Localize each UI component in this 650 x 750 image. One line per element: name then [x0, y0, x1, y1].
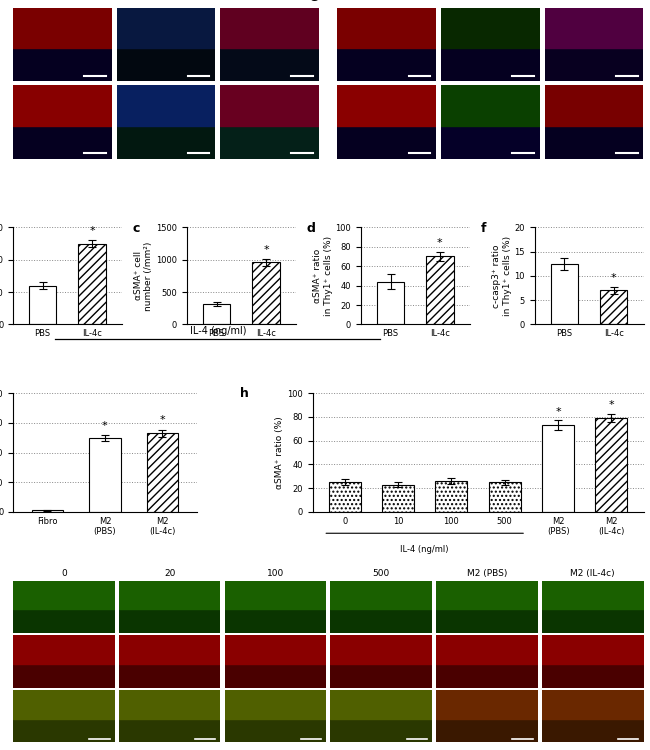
Bar	[13, 8, 112, 48]
Y-axis label: αSMA⁺ ratio (%): αSMA⁺ ratio (%)	[276, 416, 285, 489]
Title: 100: 100	[266, 569, 284, 578]
Title: M2 (PBS): M2 (PBS)	[467, 569, 507, 578]
Title: 0: 0	[61, 569, 67, 578]
Bar	[377, 282, 404, 325]
Bar	[329, 482, 361, 512]
Bar	[542, 425, 574, 512]
Bar	[551, 264, 578, 325]
Bar	[220, 8, 319, 48]
Text: *: *	[437, 238, 443, 248]
Title: 500: 500	[372, 569, 390, 578]
Bar	[337, 86, 436, 125]
Text: IL-4 (ng/ml): IL-4 (ng/ml)	[400, 545, 449, 554]
Title: M2 (IL-4c): M2 (IL-4c)	[570, 569, 615, 578]
Bar	[13, 635, 114, 664]
Bar	[220, 86, 319, 125]
Bar	[542, 635, 644, 664]
Bar	[119, 635, 220, 664]
Bar	[116, 86, 215, 125]
Bar	[146, 433, 178, 512]
Text: *: *	[89, 226, 95, 236]
Bar	[337, 8, 436, 48]
Text: IL-4 (ng/ml): IL-4 (ng/ml)	[190, 326, 246, 336]
Text: *: *	[555, 407, 561, 417]
Bar	[119, 690, 220, 719]
Bar	[32, 511, 63, 512]
Bar	[224, 580, 326, 609]
Text: h: h	[240, 387, 249, 400]
Text: e: e	[310, 0, 318, 4]
Bar	[600, 290, 627, 325]
Bar	[436, 635, 538, 664]
Bar	[436, 481, 467, 512]
Bar	[252, 262, 280, 325]
Bar	[595, 418, 627, 512]
Bar	[330, 690, 432, 719]
Text: *: *	[102, 421, 108, 430]
Bar	[116, 8, 215, 48]
Bar	[542, 580, 644, 609]
Bar	[441, 86, 540, 125]
Bar	[545, 86, 644, 125]
Bar	[382, 484, 414, 512]
Text: *: *	[608, 400, 614, 410]
Bar	[436, 580, 538, 609]
Text: *: *	[263, 245, 269, 255]
Bar	[13, 86, 112, 125]
Y-axis label: c-casp3⁺ ratio
in Thy1⁺ cells (%): c-casp3⁺ ratio in Thy1⁺ cells (%)	[493, 236, 512, 316]
Bar	[330, 635, 432, 664]
Text: c: c	[133, 223, 140, 236]
Y-axis label: αSMA⁺ ratio
in Thy1⁺ cells (%): αSMA⁺ ratio in Thy1⁺ cells (%)	[313, 236, 333, 316]
Bar	[426, 256, 454, 325]
Bar	[224, 690, 326, 719]
Text: f: f	[480, 223, 486, 236]
Bar	[436, 690, 538, 719]
Bar	[13, 690, 114, 719]
Bar	[545, 8, 644, 48]
Bar	[203, 304, 230, 325]
Bar	[441, 8, 540, 48]
Text: d: d	[307, 223, 315, 236]
Bar	[542, 690, 644, 719]
Text: *: *	[159, 416, 165, 425]
Bar	[119, 580, 220, 609]
Bar	[79, 244, 106, 325]
Title: 20: 20	[164, 569, 176, 578]
Bar	[29, 286, 57, 325]
Bar	[489, 482, 521, 512]
Bar	[89, 438, 121, 512]
Text: *: *	[611, 273, 617, 283]
Bar	[13, 580, 114, 609]
Y-axis label: αSMA⁺ cell
number (/mm²): αSMA⁺ cell number (/mm²)	[134, 242, 153, 310]
Bar	[330, 580, 432, 609]
Bar	[224, 635, 326, 664]
